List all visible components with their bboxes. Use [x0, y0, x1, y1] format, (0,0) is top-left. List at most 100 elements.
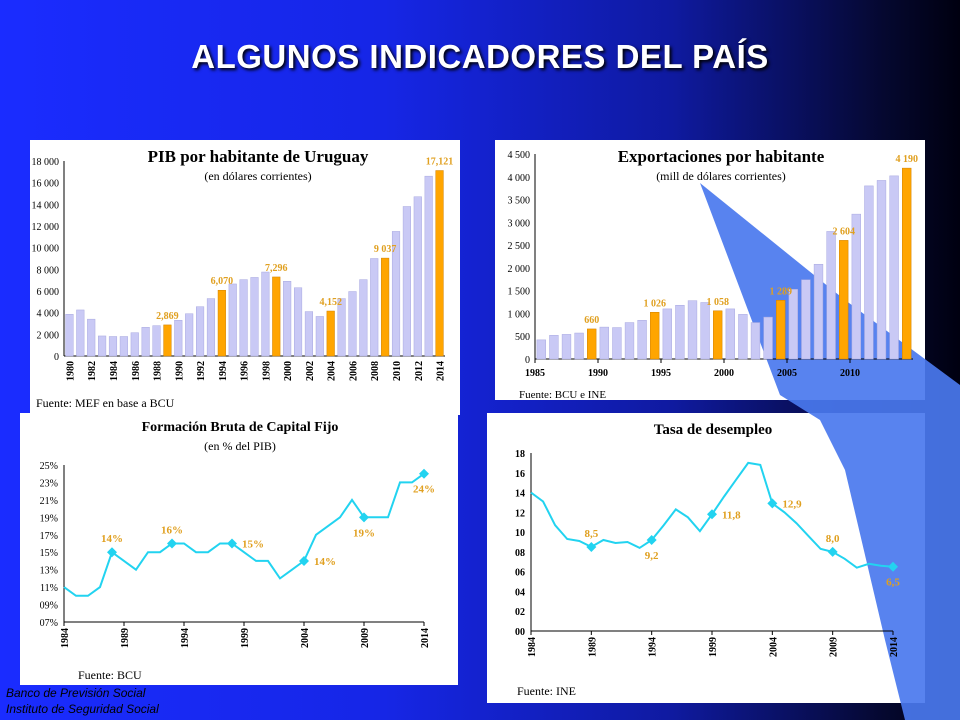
- pib-bar: [261, 271, 270, 357]
- desempleo-chart: Tasa de desempleo 00 02 04 06 08 10 12 14 16 18 198…: [515, 422, 900, 657]
- exp-bar: [612, 327, 622, 360]
- pib-title: PIB por habitante de Uruguay: [148, 147, 369, 166]
- pib-ytick-label: 2 000: [37, 330, 60, 341]
- pib-xtick-label: 1992: [196, 361, 207, 381]
- desempleo-xtick-label: 1989: [587, 637, 598, 657]
- exp-chart: Exportaciones por habitante (mill de dóla…: [508, 147, 918, 379]
- fbkf-xtick-label: 1994: [180, 628, 191, 648]
- pib-bar: [108, 336, 118, 357]
- pib-bar: [98, 335, 107, 357]
- fbkf-xtick-label: 1999: [240, 628, 251, 648]
- pib-bar: [152, 325, 161, 357]
- fbkf-marker: [107, 547, 117, 558]
- pib-bar: [196, 306, 205, 357]
- exp-bar: [826, 231, 836, 360]
- fbkf-chart: Formación Bruta de Capital Fijo (en % del…: [40, 420, 435, 648]
- pib-bar: [141, 327, 150, 357]
- desempleo-marker: [707, 509, 717, 520]
- pib-bar: [370, 258, 379, 357]
- exp-bar: [549, 335, 559, 360]
- exp-subtitle: (mill de dólares corrientes): [656, 169, 786, 183]
- exp-bar: [624, 322, 635, 360]
- fbkf-ytick-label: 17%: [40, 531, 58, 542]
- exp-data-label: 1 026: [643, 298, 666, 309]
- fbkf-marker: [419, 468, 429, 479]
- fbkf-ytick-label: 25%: [40, 461, 58, 472]
- pib-bar: [119, 336, 128, 357]
- pib-bar: [304, 311, 313, 357]
- fbkf-xtick-label: 1984: [60, 628, 71, 648]
- exp-bar: [687, 300, 698, 360]
- exp-ytick-label: 3 500: [508, 196, 531, 207]
- exp-bar: [637, 320, 647, 360]
- exp-bar: [650, 312, 660, 360]
- fbkf-title: Formación Bruta de Capital Fijo: [142, 420, 339, 435]
- desempleo-ytick-label: 16: [515, 469, 525, 480]
- pib-bar: [87, 318, 96, 357]
- exp-bar: [750, 322, 761, 360]
- desempleo-xtick-label: 1984: [527, 637, 538, 657]
- exp-bar: [574, 332, 584, 360]
- exp-xtick-label: 1990: [588, 368, 608, 379]
- pib-ytick-label: 16 000: [32, 179, 60, 190]
- exp-bar: [536, 339, 546, 360]
- pib-ytick-label: 0: [54, 352, 59, 363]
- fbkf-xtick-label: 2014: [420, 628, 431, 648]
- pib-bar: [435, 170, 444, 357]
- desempleo-ytick-label: 06: [515, 568, 525, 579]
- pib-xtick-label: 1990: [174, 361, 185, 381]
- footer-line2: Instituto de Seguridad Social: [6, 702, 159, 716]
- exp-ytick-label: 2 000: [508, 264, 531, 275]
- pib-bar: [326, 310, 335, 357]
- desempleo-marker: [888, 561, 898, 572]
- pib-bar: [76, 309, 85, 357]
- pib-bar: [293, 287, 303, 357]
- exp-xtick-label: 2000: [714, 368, 734, 379]
- pib-data-label: 2,869: [156, 311, 179, 322]
- desempleo-data-label: 8,5: [584, 528, 598, 540]
- pib-bar: [315, 316, 324, 357]
- desempleo-ytick-label: 08: [515, 548, 525, 559]
- pib-bar: [348, 291, 357, 357]
- exp-bar: [889, 175, 899, 360]
- fbkf-ytick-label: 23%: [40, 478, 58, 489]
- pib-data-label: 17,121: [426, 157, 454, 168]
- pib-bar: [402, 206, 411, 357]
- fbkf-data-label: 14%: [101, 533, 123, 545]
- pib-bar: [130, 332, 139, 357]
- pib-xtick-label: 2002: [305, 361, 316, 381]
- desempleo-xtick-label: 2009: [829, 637, 840, 657]
- fbkf-xtick-label: 1989: [120, 628, 131, 648]
- exp-data-label: 4 190: [895, 154, 918, 165]
- desempleo-marker: [586, 541, 597, 552]
- desempleo-xtick-label: 2014: [889, 637, 900, 657]
- exp-bar: [700, 302, 710, 360]
- desempleo-marker: [646, 535, 657, 546]
- fbkf-ytick-label: 19%: [40, 513, 58, 524]
- exp-ytick-label: 0: [525, 355, 530, 366]
- exp-title: Exportaciones por habitante: [618, 147, 825, 166]
- exp-data-label: 1 058: [706, 297, 729, 308]
- pib-data-label: 6,070: [211, 276, 234, 287]
- exp-xtick-label: 2005: [777, 368, 797, 379]
- pib-data-label: 9 037: [374, 244, 397, 255]
- pib-bar: [337, 298, 346, 357]
- exp-xtick-label: 1995: [651, 368, 671, 379]
- fbkf-xtick-label: 2004: [300, 628, 311, 648]
- exp-bar: [813, 263, 824, 360]
- fbkf-ytick-label: 15%: [40, 548, 58, 559]
- pib-xtick-label: 2004: [327, 361, 338, 381]
- desempleo-xtick-label: 2004: [768, 637, 779, 657]
- pib-xtick-label: 2014: [436, 361, 447, 381]
- pib-bar: [424, 175, 433, 357]
- pib-xtick-label: 2000: [283, 361, 294, 381]
- pib-subtitle: (en dólares corrientes): [204, 169, 311, 183]
- pib-xtick-label: 1980: [65, 361, 76, 381]
- exp-ytick-label: 1 500: [508, 287, 531, 298]
- exp-bar: [725, 308, 735, 360]
- desempleo-marker: [767, 498, 778, 509]
- exp-bar: [851, 213, 861, 360]
- pib-xtick-label: 1988: [153, 361, 164, 381]
- fbkf-ytick-label: 11%: [40, 583, 58, 594]
- desempleo-data-label: 9,2: [645, 550, 659, 562]
